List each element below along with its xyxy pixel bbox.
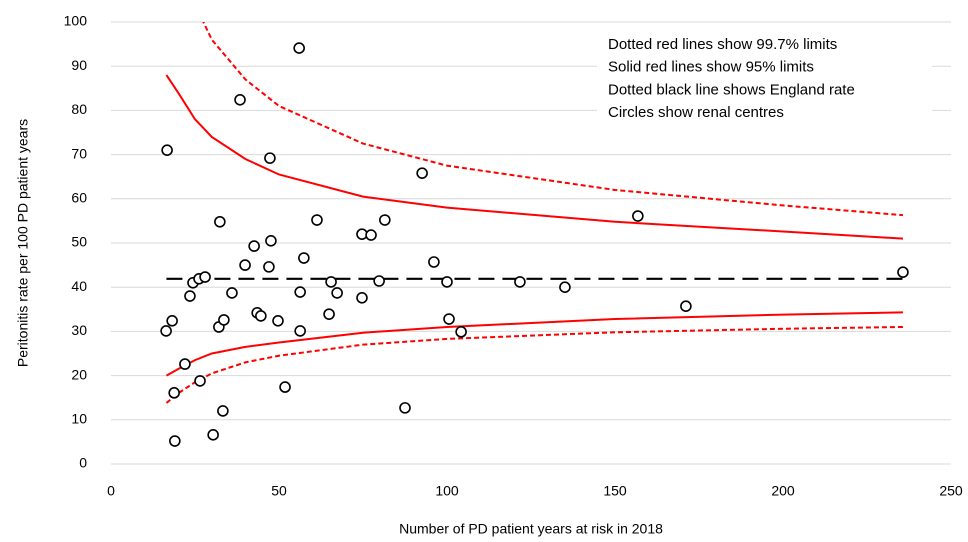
renal-centre <box>272 314 284 327</box>
y-tick-label: 90 <box>71 57 87 73</box>
x-tick-label: 50 <box>271 483 287 499</box>
renal-centre <box>199 271 211 283</box>
x-tick-label: 100 <box>435 483 459 499</box>
renal-centre <box>168 387 180 399</box>
renal-centre <box>184 290 196 302</box>
y-axis-label: Peritonitis rate per 100 PD patient year… <box>15 119 31 367</box>
renal-centre <box>294 325 306 337</box>
y-tick-label: 80 <box>71 101 87 117</box>
x-tick-label: 200 <box>771 483 795 499</box>
renal-centre <box>428 256 440 268</box>
renal-centre <box>264 152 276 164</box>
renal-centre <box>441 276 453 288</box>
renal-centre <box>207 429 219 441</box>
renal-centre <box>218 314 230 326</box>
solid-line <box>165 74 904 240</box>
renal-centre <box>416 167 428 179</box>
y-tick-label: 0 <box>79 455 87 471</box>
renal-centre <box>161 144 173 156</box>
y-tick-label: 20 <box>71 366 87 382</box>
y-tick-label: 100 <box>64 13 88 29</box>
renal-centre <box>323 308 335 320</box>
note-line: Solid red lines show 95% limits <box>608 59 814 76</box>
renal-centre <box>331 287 343 299</box>
renal-centre <box>356 292 368 304</box>
renal-centre <box>217 405 229 417</box>
renal-centre <box>234 93 246 106</box>
y-tick-label: 30 <box>71 322 87 338</box>
renal-centre <box>214 215 226 228</box>
renal-centre <box>455 326 467 338</box>
renal-centre <box>169 435 181 447</box>
renal-centre <box>325 276 337 288</box>
y-tick-label: 60 <box>71 190 87 206</box>
renal-centre <box>194 375 206 387</box>
y-tick-label: 50 <box>71 234 87 250</box>
y-tick-label: 10 <box>71 411 87 427</box>
x-axis-label: Number of PD patient years at risk in 20… <box>399 521 663 537</box>
renal-centre <box>255 310 267 322</box>
renal-centre <box>166 314 178 327</box>
renal-centre <box>226 287 238 299</box>
x-tick-label: 0 <box>107 483 115 499</box>
renal-centre <box>680 300 692 313</box>
x-tick-label: 250 <box>939 483 963 499</box>
x-tick-label: 150 <box>603 483 627 499</box>
y-tick-label: 40 <box>71 278 87 294</box>
note-line: Circles show renal centres <box>608 104 784 121</box>
renal-centre <box>632 210 644 222</box>
plot-area: 0 10 20 30 40 50 60 70 80 90 100 0 50 100 150 200 250 <box>64 13 963 499</box>
notes: Dotted red lines show 99.7% limits Solid … <box>608 36 855 121</box>
renal-centre <box>298 252 310 264</box>
renal-centre <box>379 214 391 226</box>
renal-centre <box>514 276 526 288</box>
renal-centre <box>365 229 377 241</box>
renal-centre <box>293 42 305 54</box>
note-line: Dotted red lines show 99.7% limits <box>608 36 837 53</box>
renal-centre <box>294 286 306 298</box>
renal-centre <box>279 381 291 393</box>
renal-centre <box>399 402 411 414</box>
renal-centre <box>179 358 191 370</box>
renal-centre <box>160 325 172 337</box>
notes-box <box>597 27 932 131</box>
renal-centre <box>897 266 909 278</box>
dotted-line <box>165 325 903 404</box>
renal-centre <box>311 214 323 226</box>
note-line: Dotted black line shows England rate <box>608 81 855 98</box>
renal-centre <box>559 281 571 294</box>
renal-centre <box>373 275 385 287</box>
renal-centre <box>265 234 277 247</box>
y-tick-label: 70 <box>71 145 87 161</box>
dotted-line <box>202 22 904 217</box>
renal-centre <box>239 259 251 271</box>
renal-centre <box>248 240 260 252</box>
renal-centre <box>263 261 275 273</box>
renal-centre <box>443 313 455 325</box>
